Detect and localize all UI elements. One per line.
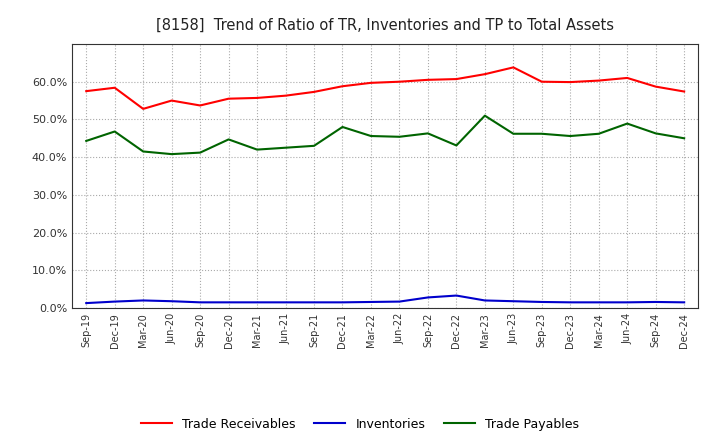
Trade Payables [82,138,91,143]
Trade Receivables [452,77,461,82]
Trade Receivables [82,88,91,94]
Trade Receivables [196,103,204,108]
Trade Receivables [253,95,261,101]
Trade Receivables [110,85,119,90]
Trade Payables [423,131,432,136]
Trade Receivables [680,89,688,94]
Inventories [338,300,347,305]
Trade Payables [537,131,546,136]
Inventories [253,300,261,305]
Inventories [139,298,148,303]
Trade Payables [595,131,603,136]
Inventories [452,293,461,298]
Trade Payables [282,145,290,150]
Trade Payables [110,129,119,134]
Inventories [310,300,318,305]
Trade Payables [253,147,261,152]
Trade Receivables [310,89,318,95]
Trade Payables [452,143,461,148]
Trade Payables [167,151,176,157]
Trade Receivables [566,80,575,85]
Inventories [282,300,290,305]
Inventories [480,298,489,303]
Inventories [680,300,688,305]
Inventories [623,300,631,305]
Inventories [167,299,176,304]
Trade Payables [652,131,660,136]
Trade Receivables [480,72,489,77]
Trade Receivables [167,98,176,103]
Trade Payables [623,121,631,126]
Inventories [225,300,233,305]
Inventories [366,299,375,304]
Trade Receivables [509,65,518,70]
Inventories [82,301,91,306]
Inventories [395,299,404,304]
Trade Payables [310,143,318,148]
Trade Receivables [282,93,290,98]
Trade Payables [566,133,575,139]
Trade Payables [196,150,204,155]
Trade Payables [395,134,404,139]
Inventories [423,295,432,300]
Line: Trade Receivables: Trade Receivables [86,67,684,109]
Trade Receivables [595,78,603,83]
Line: Inventories: Inventories [86,296,684,303]
Trade Payables [366,133,375,139]
Inventories [509,299,518,304]
Trade Receivables [338,84,347,89]
Trade Receivables [225,96,233,101]
Trade Payables [139,149,148,154]
Inventories [595,300,603,305]
Trade Receivables [623,75,631,81]
Trade Payables [509,131,518,136]
Trade Receivables [652,84,660,89]
Trade Payables [680,136,688,141]
Inventories [566,300,575,305]
Inventories [537,299,546,304]
Trade Receivables [139,106,148,111]
Trade Payables [225,137,233,142]
Legend: Trade Receivables, Inventories, Trade Payables: Trade Receivables, Inventories, Trade Pa… [135,413,585,436]
Trade Payables [480,113,489,118]
Inventories [196,300,204,305]
Trade Payables [338,125,347,130]
Inventories [652,299,660,304]
Title: [8158]  Trend of Ratio of TR, Inventories and TP to Total Assets: [8158] Trend of Ratio of TR, Inventories… [156,18,614,33]
Line: Trade Payables: Trade Payables [86,116,684,154]
Trade Receivables [537,79,546,84]
Trade Receivables [395,79,404,84]
Trade Receivables [366,80,375,85]
Inventories [110,299,119,304]
Trade Receivables [423,77,432,82]
